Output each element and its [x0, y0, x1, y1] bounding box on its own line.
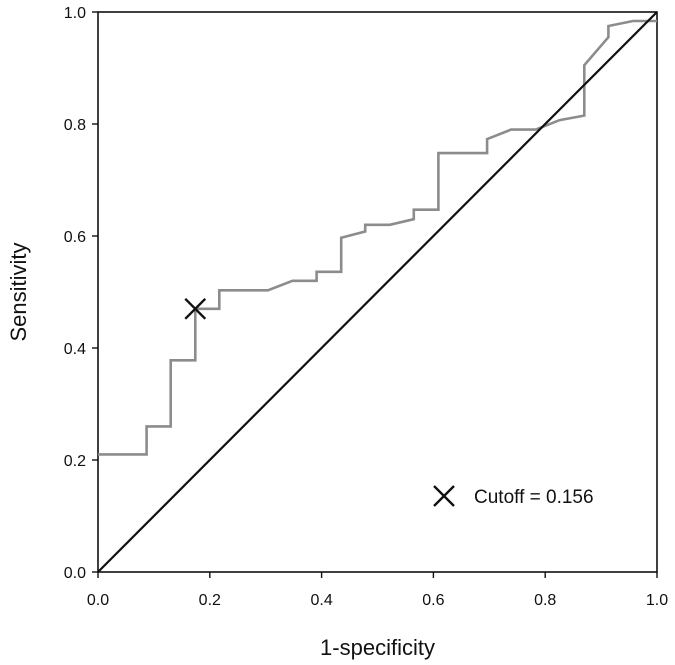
y-tick-label: 0.4	[64, 341, 86, 358]
y-tick-label: 0.6	[64, 229, 86, 246]
x-tick-label: 0.8	[534, 592, 556, 609]
plot-frame	[97, 11, 658, 573]
x-tick-label: 0.6	[422, 592, 444, 609]
annotation-marks	[184, 297, 207, 320]
y-tick-label: 1.0	[64, 5, 86, 22]
cutoff-marker	[184, 297, 207, 320]
x-axis-ticks: 0.0 0.2 0.4 0.6 0.8 1.0	[87, 572, 668, 609]
x-tick-label: 0.4	[310, 592, 332, 609]
series-lines	[97, 11, 658, 573]
cross-stroke	[184, 297, 207, 320]
y-tick-label: 0.0	[64, 565, 86, 582]
x-tick-label: 1.0	[646, 592, 668, 609]
cross-stroke	[433, 485, 455, 507]
x-tick-label: 0.2	[199, 592, 221, 609]
y-axis-ticks: 0.0 0.2 0.4 0.6 0.8 1.0	[64, 5, 98, 582]
legend: Cutoff = 0.156	[433, 485, 594, 508]
x-tick-label: 0.0	[87, 592, 109, 609]
legend-cross	[433, 485, 455, 507]
axes	[97, 11, 658, 573]
roc-curve	[98, 19, 657, 456]
y-axis-title: Sensitivity	[6, 242, 31, 341]
y-tick-label: 0.8	[64, 117, 86, 134]
legend-cross-marker	[433, 485, 455, 507]
legend-label: Cutoff = 0.156	[474, 487, 594, 508]
y-tick-label: 0.2	[64, 453, 86, 470]
x-axis-title: 1-specificity	[320, 635, 435, 660]
reference-diagonal	[97, 11, 658, 573]
